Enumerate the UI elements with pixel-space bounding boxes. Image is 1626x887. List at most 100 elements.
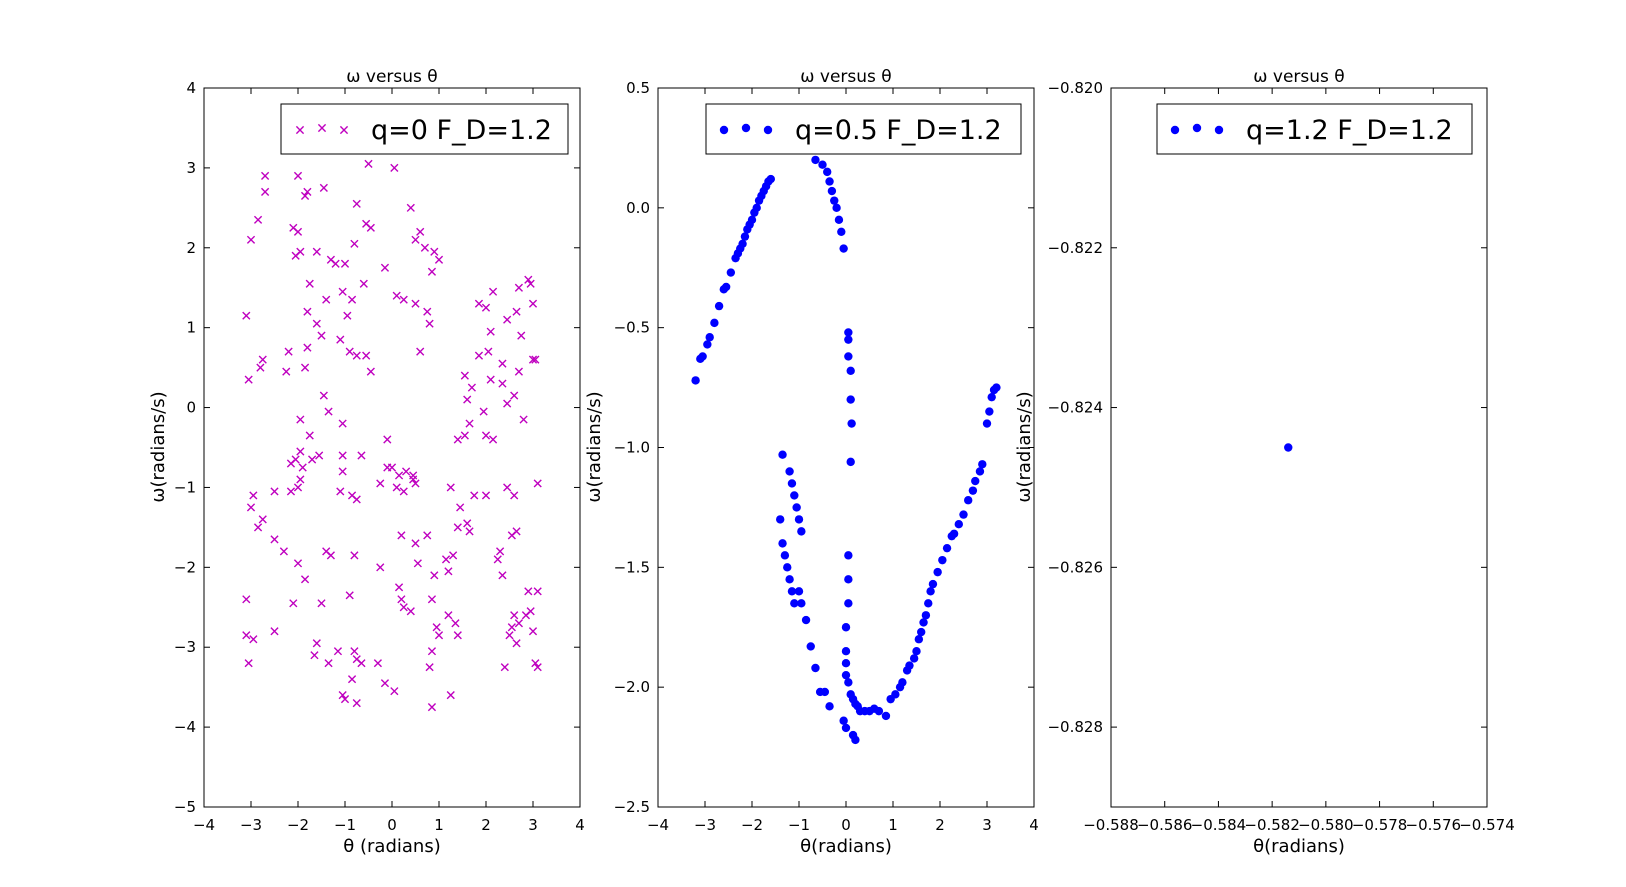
data-point: [286, 459, 296, 468]
data-point: [992, 383, 1001, 392]
data-point: [423, 307, 432, 316]
data-point: [914, 635, 924, 644]
x-tick-label: −1: [788, 816, 810, 834]
data-point: [844, 335, 853, 344]
data-points: [1284, 443, 1293, 452]
data-point: [498, 379, 507, 388]
y-tick-labels: −2.5 −2.0 −1.5 −1.0 −0.5 0.0 0.5: [614, 79, 650, 816]
x-tick-label: −1: [334, 816, 356, 834]
data-point: [823, 167, 832, 177]
data-point: [376, 479, 385, 488]
data-point: [352, 199, 361, 208]
data-point: [954, 519, 963, 529]
data-point: [1192, 123, 1202, 133]
data-point: [507, 623, 516, 632]
data-point: [510, 391, 519, 400]
data-point: [423, 531, 432, 540]
data-point: [380, 263, 390, 272]
y-tick-label: −1.5: [614, 558, 650, 576]
data-point: [811, 663, 820, 673]
data-point: [303, 307, 312, 316]
y-tick-label: −0.824: [1047, 399, 1103, 417]
tick-marks: [657, 87, 1035, 808]
y-axis-label: ω(radians/s): [584, 391, 605, 502]
data-point: [528, 627, 538, 636]
data-point: [794, 515, 804, 524]
data-point: [844, 352, 853, 361]
x-tick-label: −4: [193, 816, 215, 834]
data-point: [305, 279, 314, 288]
data-point: [794, 587, 804, 596]
data-point: [524, 587, 533, 596]
data-point: [303, 343, 312, 352]
data-point: [1170, 125, 1180, 135]
data-point: [486, 375, 495, 384]
y-tick-label: −2.0: [614, 678, 650, 696]
data-point: [785, 575, 794, 584]
data-point: [971, 476, 980, 486]
data-point: [503, 315, 512, 324]
data-point: [1284, 443, 1293, 452]
data-point: [500, 663, 509, 672]
data-point: [740, 232, 750, 241]
data-point: [841, 659, 851, 668]
data-point: [350, 551, 359, 560]
data-point: [253, 523, 263, 532]
data-point: [451, 619, 460, 628]
y-tick-label: −3: [174, 638, 196, 656]
data-point: [533, 479, 542, 488]
data-point: [441, 555, 451, 564]
data-point: [479, 407, 488, 416]
data-point: [261, 171, 270, 180]
data-point: [721, 282, 731, 292]
plot-area: [203, 87, 581, 808]
x-tick-label: −4: [647, 816, 669, 834]
data-point: [413, 559, 422, 568]
data-point: [933, 567, 942, 577]
data-point: [844, 575, 853, 584]
data-point: [881, 711, 891, 721]
data-point: [446, 483, 455, 492]
data-point: [465, 527, 474, 536]
data-point: [982, 419, 992, 428]
data-point: [486, 327, 495, 336]
data-point: [380, 679, 390, 688]
data-point: [399, 487, 408, 496]
data-point: [343, 311, 352, 320]
data-point: [785, 467, 794, 476]
data-point: [524, 275, 533, 284]
x-tick-label: −0.588: [1083, 816, 1139, 834]
data-point: [841, 723, 851, 733]
data-point: [959, 510, 968, 519]
data-point: [444, 567, 453, 576]
data-point: [303, 187, 312, 196]
data-point: [324, 407, 333, 416]
data-point: [846, 395, 855, 404]
legend-label: q=0 F_D=1.2: [371, 115, 552, 146]
data-point: [317, 599, 326, 608]
x-axis-label: θ (radians): [343, 836, 440, 857]
data-point: [526, 607, 535, 616]
data-point: [834, 215, 844, 225]
data-point: [366, 223, 375, 232]
tick-marks: [1110, 87, 1488, 807]
data-point: [514, 283, 523, 292]
data-point: [249, 635, 258, 644]
data-point: [512, 527, 521, 536]
data-point: [279, 547, 288, 556]
data-point: [533, 663, 542, 672]
x-tick-labels: −4 −3 −2 −1 0 1 2 3 4: [193, 816, 585, 834]
data-point: [296, 247, 305, 256]
x-tick-label: −2: [741, 816, 763, 834]
x-tick-labels: −4 −3 −2 −1 0 1 2 3 4: [647, 816, 1039, 834]
data-point: [465, 419, 474, 428]
data-point: [242, 311, 251, 320]
data-point: [336, 487, 345, 496]
data-point: [430, 571, 439, 580]
y-tick-label: −4: [174, 718, 196, 736]
data-point: [392, 483, 401, 492]
data-point: [261, 187, 270, 196]
data-point: [844, 678, 853, 687]
data-point: [846, 457, 855, 467]
data-point: [453, 435, 462, 444]
